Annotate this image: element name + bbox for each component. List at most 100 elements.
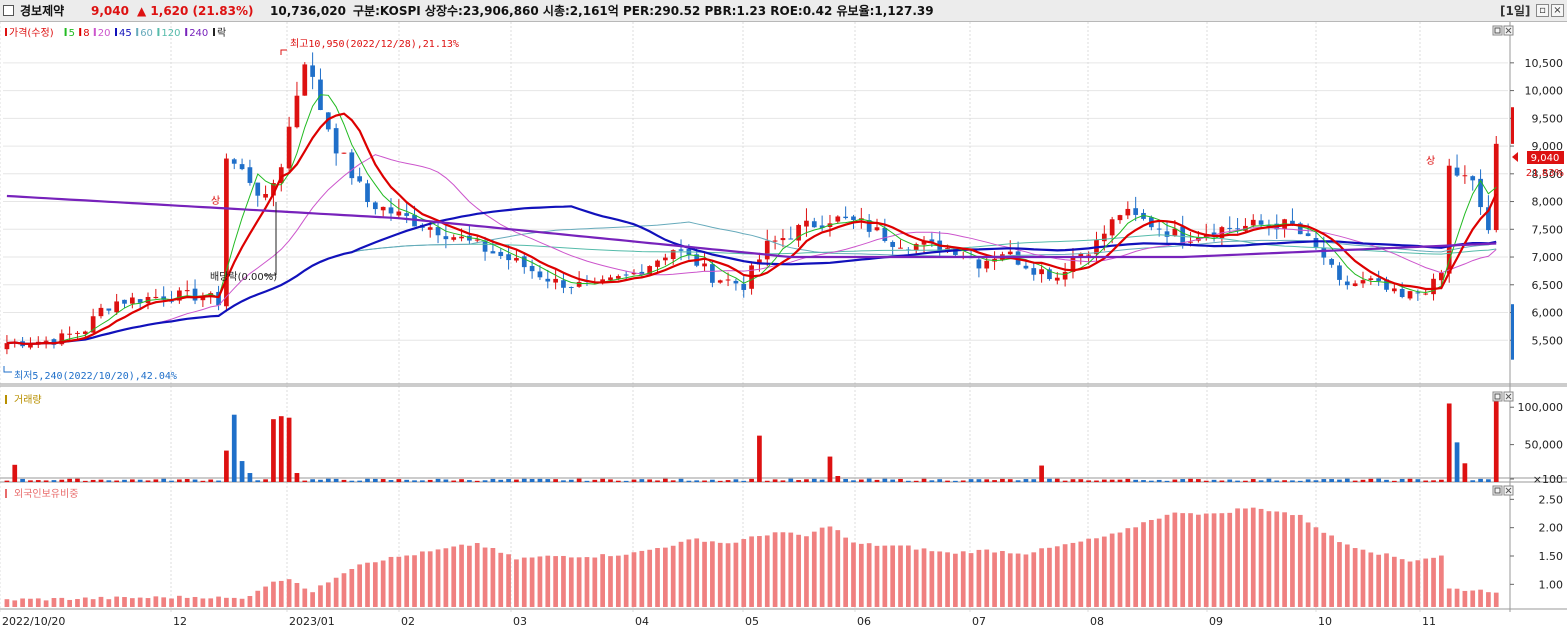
candle-body xyxy=(192,288,198,301)
price-legend: 가격(수정) 5 8 20 45 60 120 240 락 xyxy=(5,26,226,39)
volume-bar xyxy=(1282,480,1287,482)
volume-bar xyxy=(827,456,833,482)
pane-minimize-icon[interactable] xyxy=(1492,25,1503,36)
volume-bar xyxy=(1376,478,1382,482)
candle-body xyxy=(1313,238,1319,247)
volume-bar xyxy=(514,479,519,482)
candle-body xyxy=(843,216,848,219)
volume-bar xyxy=(749,478,754,482)
volume-bar xyxy=(1297,480,1303,482)
volume-bar xyxy=(906,480,911,482)
volume-bar xyxy=(670,480,676,482)
period-label[interactable]: [1일] xyxy=(1500,4,1531,18)
pane-minimize-icon[interactable] xyxy=(1492,391,1503,402)
close-icon[interactable]: × xyxy=(1551,4,1564,17)
volume-pane: 거래량 100,000 50,000 ×100 xyxy=(4,394,1563,486)
date-axis: 2022/10/20 12 2023/01 02 03 04 05 06 07 08 09 10 11 xyxy=(2,615,1436,628)
candle-body xyxy=(835,216,841,222)
foreign-bar xyxy=(1415,560,1421,607)
foreign-bar xyxy=(278,580,284,607)
volume-bar xyxy=(1337,479,1342,482)
foreign-bar xyxy=(1368,552,1374,607)
foreign-bar xyxy=(208,598,214,607)
volume-bar xyxy=(858,479,864,482)
candle-body xyxy=(169,300,174,302)
foreign-bar xyxy=(1313,527,1319,607)
candle-body xyxy=(1446,165,1452,274)
foreign-bar xyxy=(600,554,605,607)
volume-bar xyxy=(1211,479,1217,482)
foreign-bar xyxy=(137,597,143,607)
date-tick-label: 10 xyxy=(1318,615,1332,628)
legend-label: 20 xyxy=(98,28,111,39)
foreign-bar xyxy=(545,555,551,607)
candle-body xyxy=(576,281,582,287)
candle-body xyxy=(443,236,449,240)
volume-bar xyxy=(992,480,997,482)
volume-bar xyxy=(153,479,159,482)
pane-close-icon[interactable] xyxy=(1503,25,1514,36)
candle-body xyxy=(333,128,339,154)
stock-info: 구분:KOSPI 상장수:23,906,860 시총:2,161억 PER:29… xyxy=(353,4,934,18)
candle-body xyxy=(1415,292,1421,294)
volume-bar xyxy=(1329,479,1334,482)
price-tick-label: 8,000 xyxy=(1532,196,1564,209)
foreign-bar xyxy=(1391,556,1397,607)
volume-bar xyxy=(372,478,378,482)
volume-bar xyxy=(600,478,605,482)
foreign-bar xyxy=(255,590,261,607)
volume-bar xyxy=(874,479,880,482)
volume-bar xyxy=(1439,479,1444,482)
candle-body xyxy=(608,277,613,281)
volume-bar xyxy=(365,478,370,482)
volume-bar xyxy=(663,478,668,482)
foreign-bar xyxy=(937,551,943,607)
foreign-bar xyxy=(1243,508,1248,607)
foreign-bar xyxy=(1462,590,1468,607)
foreign-bar xyxy=(1258,508,1264,607)
volume-bar xyxy=(1493,401,1499,482)
foreign-title: 외국인보유비중 xyxy=(14,488,78,500)
legend-label: 240 xyxy=(189,28,208,39)
foreign-bar xyxy=(224,597,229,607)
candle-body xyxy=(921,241,927,245)
candle-body xyxy=(1156,228,1162,230)
foreign-bar xyxy=(482,547,488,607)
candle-body xyxy=(851,216,856,220)
foreign-bar xyxy=(1086,538,1091,607)
candle-body xyxy=(678,249,684,251)
candle-body xyxy=(1431,278,1436,295)
stock-chart: 최고10,950(2022/12/28),21.13% 최저5,240(2022… xyxy=(0,22,1567,630)
foreign-bar xyxy=(1196,514,1201,607)
candle-body xyxy=(427,227,433,230)
candle-body xyxy=(733,280,739,284)
volume-bar xyxy=(545,479,551,482)
pane-close-icon[interactable] xyxy=(1503,391,1514,402)
legend-swatch xyxy=(157,28,160,36)
foreign-bar xyxy=(1109,533,1115,607)
foreign-bar xyxy=(953,553,958,607)
price-tick-label: 9,500 xyxy=(1532,112,1564,125)
moving-averages xyxy=(6,94,1498,346)
volume-bar xyxy=(757,435,762,482)
volume-bar xyxy=(459,479,464,482)
volume-bar xyxy=(1368,478,1374,482)
select-checkbox[interactable] xyxy=(3,5,14,16)
current-price-label: 9,040 xyxy=(1531,153,1560,164)
trade-volume: 10,736,020 xyxy=(270,4,346,18)
price-tick-label: 6,500 xyxy=(1532,279,1564,292)
pane-close-icon[interactable] xyxy=(1503,485,1514,496)
foreign-bar xyxy=(1094,538,1099,607)
candle-body xyxy=(663,257,668,261)
foreign-bar xyxy=(302,588,308,607)
candle-body xyxy=(1062,271,1068,280)
candle-body xyxy=(1376,278,1382,281)
candle-body xyxy=(710,264,715,283)
price-change: ▲ 1,620 (21.83%) xyxy=(137,4,254,18)
candle-body xyxy=(1360,280,1366,284)
volume-bar xyxy=(631,479,637,482)
foreign-bar xyxy=(553,556,558,607)
minimize-icon[interactable]: ▫ xyxy=(1536,4,1549,17)
candle-body xyxy=(631,272,637,275)
pane-minimize-icon[interactable] xyxy=(1492,485,1503,496)
